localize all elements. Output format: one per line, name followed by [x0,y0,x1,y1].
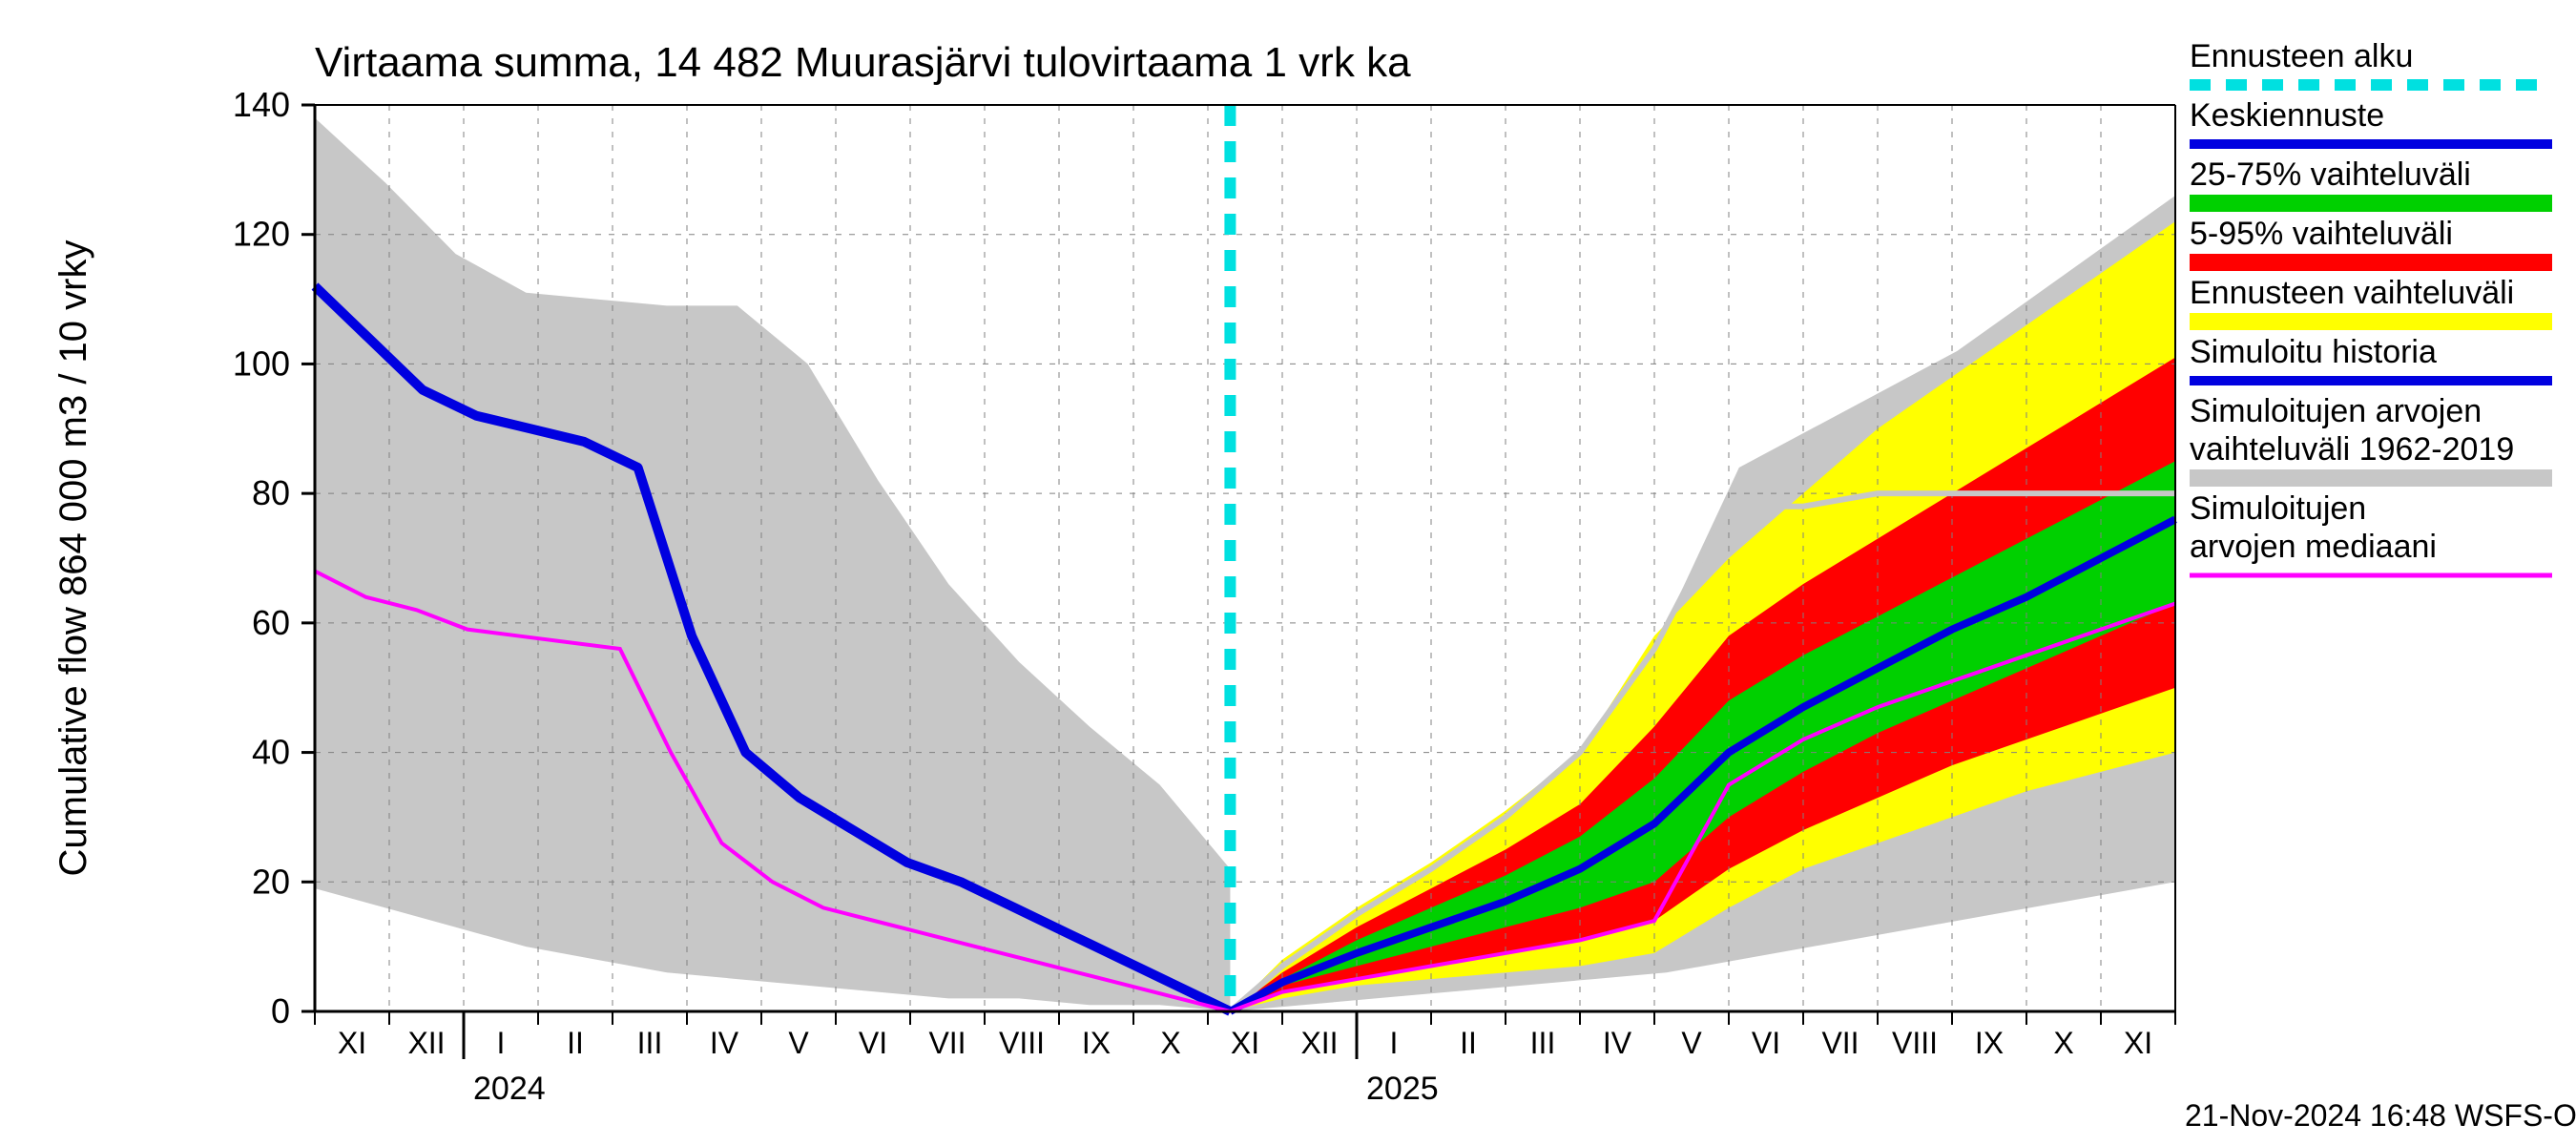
x-tick-label: IX [1975,1026,2004,1060]
x-tick-label: V [1681,1026,1702,1060]
x-tick-label: I [497,1026,506,1060]
legend-swatch [2190,313,2552,330]
y-axis-label: Cumulative flow 864 000 m3 / 10 vrky [52,240,94,877]
x-tick-label: XII [1300,1026,1338,1060]
footer-timestamp: 21-Nov-2024 16:48 WSFS-O [2185,1098,2576,1133]
y-tick-label: 80 [252,473,290,512]
x-tick-label: X [2053,1026,2073,1060]
y-tick-label: 100 [233,344,290,383]
legend-label: Simuloitujen arvojen [2190,393,2482,429]
y-tick-label: 60 [252,603,290,642]
x-tick-label: IV [710,1026,739,1060]
x-tick-label: VIII [999,1026,1045,1060]
year-label: 2025 [1366,1071,1439,1107]
chart-svg: 020406080100120140XIXIIIIIIIIIVVVIVIIVII… [0,0,2576,1145]
year-label: 2024 [473,1071,546,1107]
x-tick-label: IV [1603,1026,1632,1060]
chart-container: 020406080100120140XIXIIIIIIIIIVVVIVIIVII… [0,0,2576,1145]
x-tick-label: III [1530,1026,1556,1060]
x-tick-label: II [1460,1026,1477,1060]
x-tick-label: XI [1231,1026,1259,1060]
y-tick-label: 40 [252,733,290,772]
legend-label: Simuloitu historia [2190,334,2437,370]
x-tick-label: II [567,1026,584,1060]
x-tick-label: VII [1821,1026,1859,1060]
x-tick-label: XI [338,1026,366,1060]
x-tick-label: VI [859,1026,887,1060]
y-tick-label: 120 [233,215,290,254]
legend-label: Simuloitujen [2190,490,2366,527]
x-tick-label: X [1160,1026,1180,1060]
x-tick-label: III [637,1026,663,1060]
legend-label: Ennusteen vaihteluväli [2190,275,2514,311]
legend-label: 25-75% vaihteluväli [2190,156,2471,193]
y-tick-label: 20 [252,862,290,901]
x-tick-label: VI [1752,1026,1780,1060]
x-tick-label: I [1390,1026,1399,1060]
legend-label: 5-95% vaihteluväli [2190,216,2453,252]
x-tick-label: XII [407,1026,445,1060]
y-tick-label: 140 [233,85,290,124]
legend-swatch [2190,254,2552,271]
x-tick-label: VIII [1892,1026,1938,1060]
legend-swatch [2190,195,2552,212]
y-tick-label: 0 [271,991,290,1030]
legend-label: Ennusteen alku [2190,38,2413,74]
legend-label: arvojen mediaani [2190,529,2437,565]
legend-label: Keskiennuste [2190,97,2384,134]
x-tick-label: IX [1082,1026,1111,1060]
x-tick-label: XI [2124,1026,2152,1060]
svg-text:Cumulative flow 864 000 m3: Cumulative flow 864 000 m3 / 10 vrky [52,240,94,877]
x-tick-label: VII [928,1026,966,1060]
legend-label: vaihteluväli 1962-2019 [2190,431,2514,468]
x-tick-label: V [788,1026,809,1060]
legend-swatch [2190,469,2552,487]
chart-title: Virtaama summa, 14 482 Muurasjärvi tulov… [315,39,1411,86]
